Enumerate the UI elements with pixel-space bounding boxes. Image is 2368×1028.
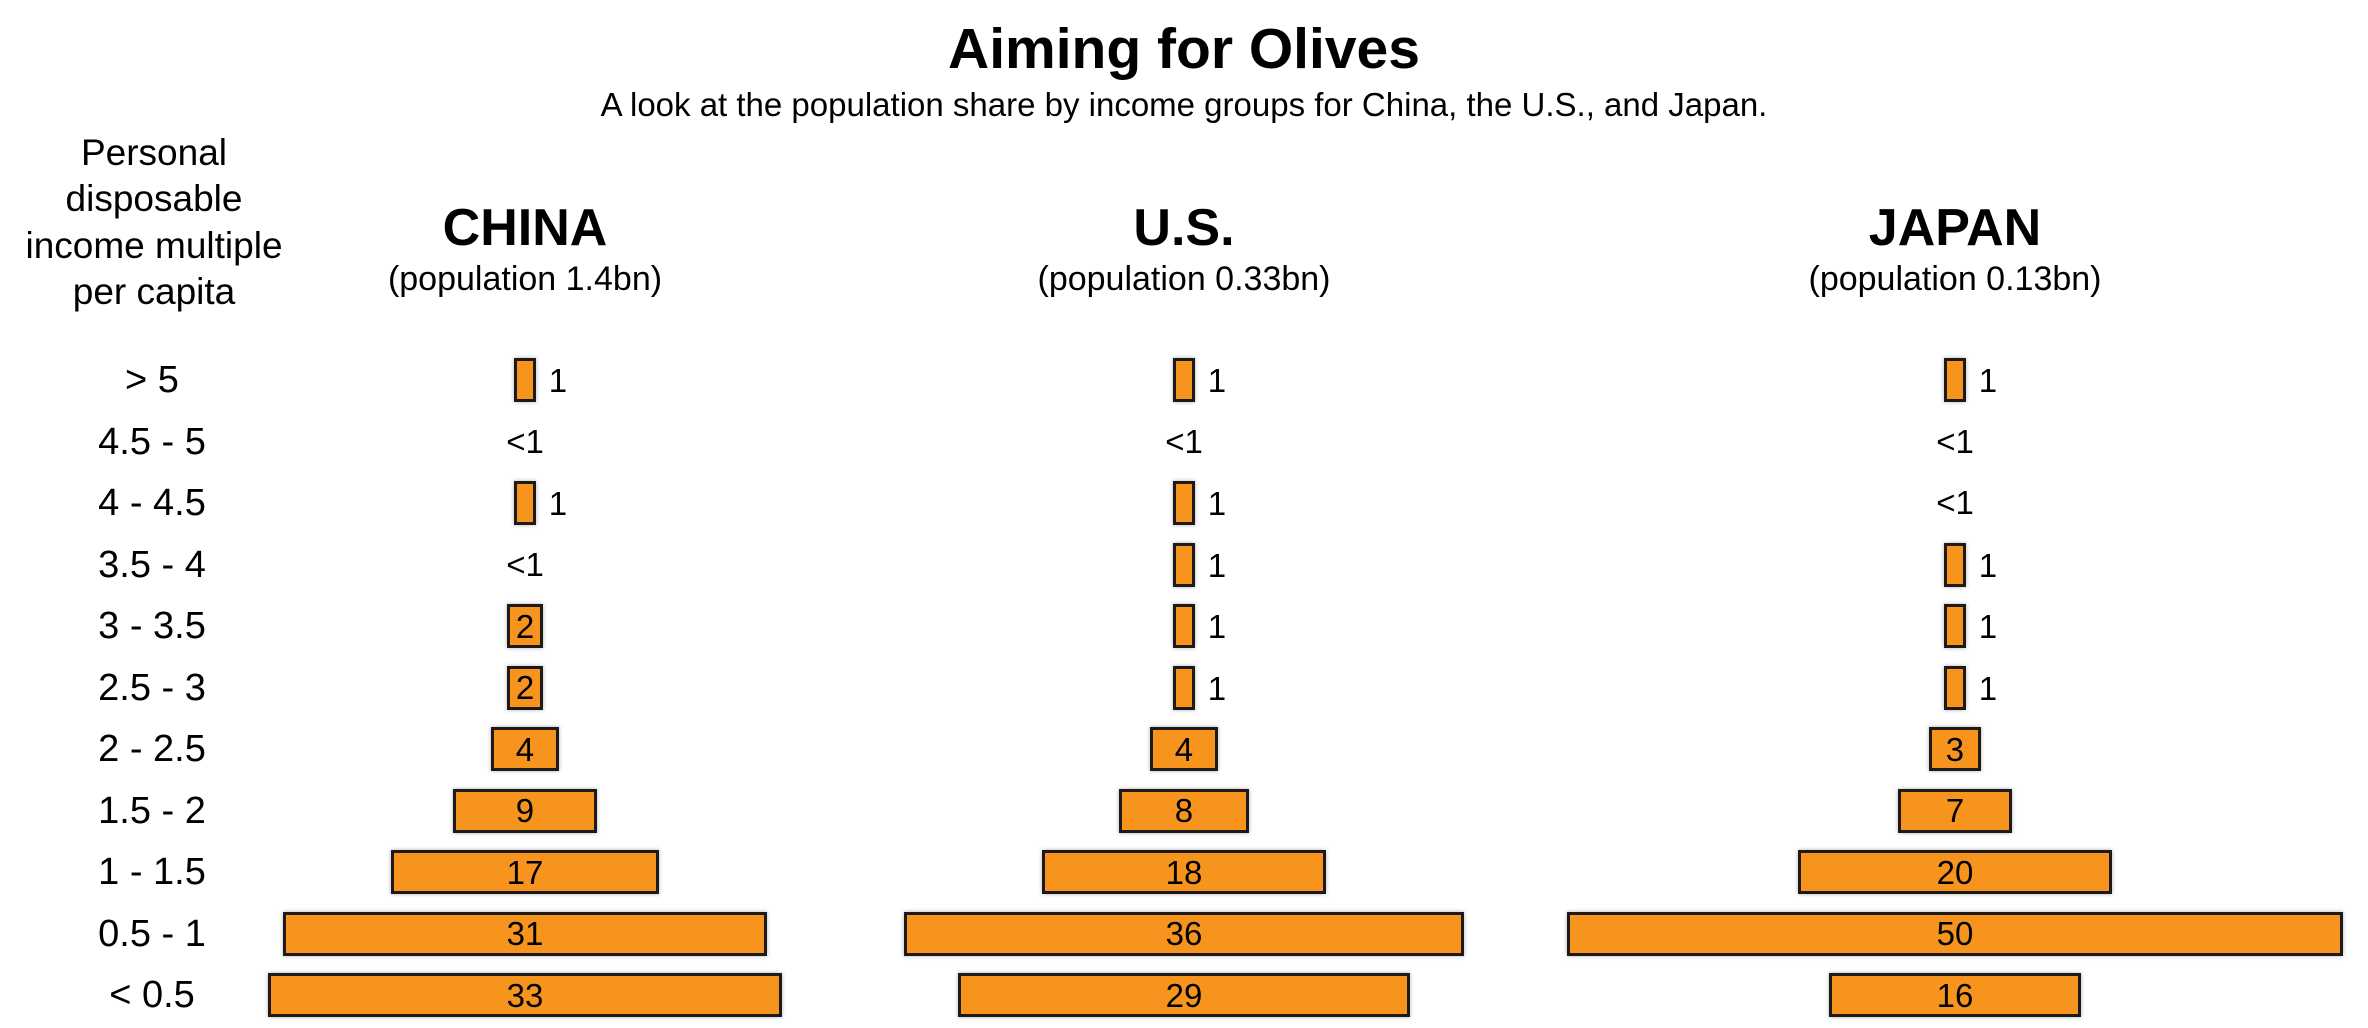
bar-japan-4: [1944, 604, 1966, 648]
row-label-1: 4.5 - 5: [98, 420, 206, 463]
bar-china-8: 17: [391, 850, 659, 894]
row-label-2: 4 - 4.5: [98, 482, 206, 524]
bar-value-label: 8: [1174, 792, 1194, 829]
bar-value-label-outside: 1: [1207, 546, 1227, 584]
bar-value-label: 4: [1174, 730, 1194, 768]
row-label-5: 2.5 - 3: [98, 666, 206, 709]
column-name: CHINA: [442, 199, 608, 257]
bar-value-label-outside: 1: [548, 485, 568, 522]
y-axis-label-line: Personal: [80, 132, 228, 173]
bar-value-label: 2: [515, 669, 535, 706]
bar-value-label-outside: 1: [1978, 546, 1998, 584]
bar-china-6: 4: [491, 727, 559, 771]
column-population: (population 0.13bn): [1808, 260, 2102, 298]
row-label-0: > 5: [125, 359, 179, 401]
bar-value-label: 2: [515, 607, 535, 645]
column-header-japan: JAPAN (population 0.13bn): [1808, 198, 2101, 299]
y-axis-label-line: disposable: [65, 178, 243, 220]
row-label-10: < 0.5: [109, 974, 195, 1016]
chart-title: Aiming for Olives: [948, 17, 1420, 81]
bar-value-label-outside: 1: [548, 362, 568, 399]
row-label-7: 1.5 - 2: [98, 789, 206, 832]
bar-value-label: 29: [1165, 976, 1203, 1014]
value-label-china-3: <1: [506, 545, 544, 583]
bar-value-label-outside: 1: [1978, 362, 1998, 399]
bar-value-label: 50: [1936, 915, 1974, 952]
bar-japan-6: 3: [1928, 727, 1982, 771]
chart-subtitle: A look at the population share by income…: [600, 86, 1768, 123]
column-header-us: U.S. (population 0.33bn): [1037, 198, 1330, 299]
value-label-japan-2: <1: [1936, 484, 1974, 521]
bar-value-label: 16: [1936, 976, 1974, 1014]
bar-china-0: [514, 358, 536, 402]
column-population: (population 0.33bn): [1037, 260, 1331, 298]
bar-japan-8: 20: [1798, 850, 2112, 894]
bar-us-3: [1173, 542, 1195, 587]
bar-japan-0: [1944, 358, 1966, 402]
bar-china-7: 9: [452, 788, 598, 833]
bar-value-label: 33: [506, 976, 544, 1014]
bar-value-label: 31: [506, 915, 544, 952]
bar-us-0: [1173, 358, 1195, 402]
value-label-japan-1: <1: [1936, 422, 1974, 460]
bar-china-5: 2: [506, 665, 544, 710]
bar-us-9: 36: [903, 911, 1465, 956]
row-label-6: 2 - 2.5: [98, 728, 206, 770]
bar-japan-3: [1944, 542, 1966, 587]
bar-value-label: 36: [1165, 915, 1203, 952]
bar-value-label-outside: 1: [1207, 608, 1227, 645]
bar-us-6: 4: [1150, 727, 1218, 771]
bar-value-label: 3: [1945, 730, 1965, 768]
bar-china-9: 31: [283, 911, 767, 956]
bar-japan-7: 7: [1898, 788, 2012, 833]
column-name: JAPAN: [1868, 199, 2042, 257]
bar-us-2: [1173, 481, 1195, 525]
y-axis-label-line: per capita: [72, 270, 236, 312]
bar-value-label: 4: [515, 730, 535, 768]
column-population: (population 1.4bn): [387, 260, 663, 298]
bar-value-label-outside: 1: [1978, 608, 1998, 645]
bar-china-2: [514, 481, 536, 525]
bar-value-label: 20: [1936, 853, 1974, 891]
bar-us-7: 8: [1119, 788, 1249, 833]
bar-us-10: 29: [957, 973, 1411, 1017]
y-axis-label: Personal disposable income multiple per …: [8, 130, 300, 315]
row-label-4: 3 - 3.5: [98, 605, 206, 647]
bar-japan-10: 16: [1828, 973, 2082, 1017]
bar-value-label-outside: 1: [1207, 669, 1227, 707]
bar-us-8: 18: [1042, 850, 1326, 894]
row-label-8: 1 - 1.5: [98, 851, 206, 893]
bar-japan-9: 50: [1567, 911, 2343, 956]
row-label-9: 0.5 - 1: [98, 912, 206, 955]
bar-china-4: 2: [506, 604, 544, 648]
bar-value-label: 18: [1165, 853, 1203, 891]
bar-japan-5: [1944, 665, 1966, 710]
y-axis-label-line: income multiple: [25, 224, 283, 266]
value-label-china-1: <1: [506, 422, 544, 460]
bar-china-10: 33: [267, 973, 783, 1017]
bar-value-label: 7: [1945, 792, 1965, 829]
bar-value-label: 17: [506, 853, 544, 891]
value-label-us-1: <1: [1165, 422, 1203, 460]
bar-value-label-outside: 1: [1207, 485, 1227, 522]
bar-value-label: 9: [515, 792, 535, 829]
bar-us-4: [1173, 604, 1195, 648]
bar-value-label-outside: 1: [1978, 669, 1998, 707]
column-header-china: CHINA (population 1.4bn): [388, 198, 662, 299]
column-name: U.S.: [1133, 199, 1235, 257]
bar-value-label-outside: 1: [1207, 362, 1227, 399]
bar-us-5: [1173, 665, 1195, 710]
row-label-3: 3.5 - 4: [98, 543, 206, 586]
